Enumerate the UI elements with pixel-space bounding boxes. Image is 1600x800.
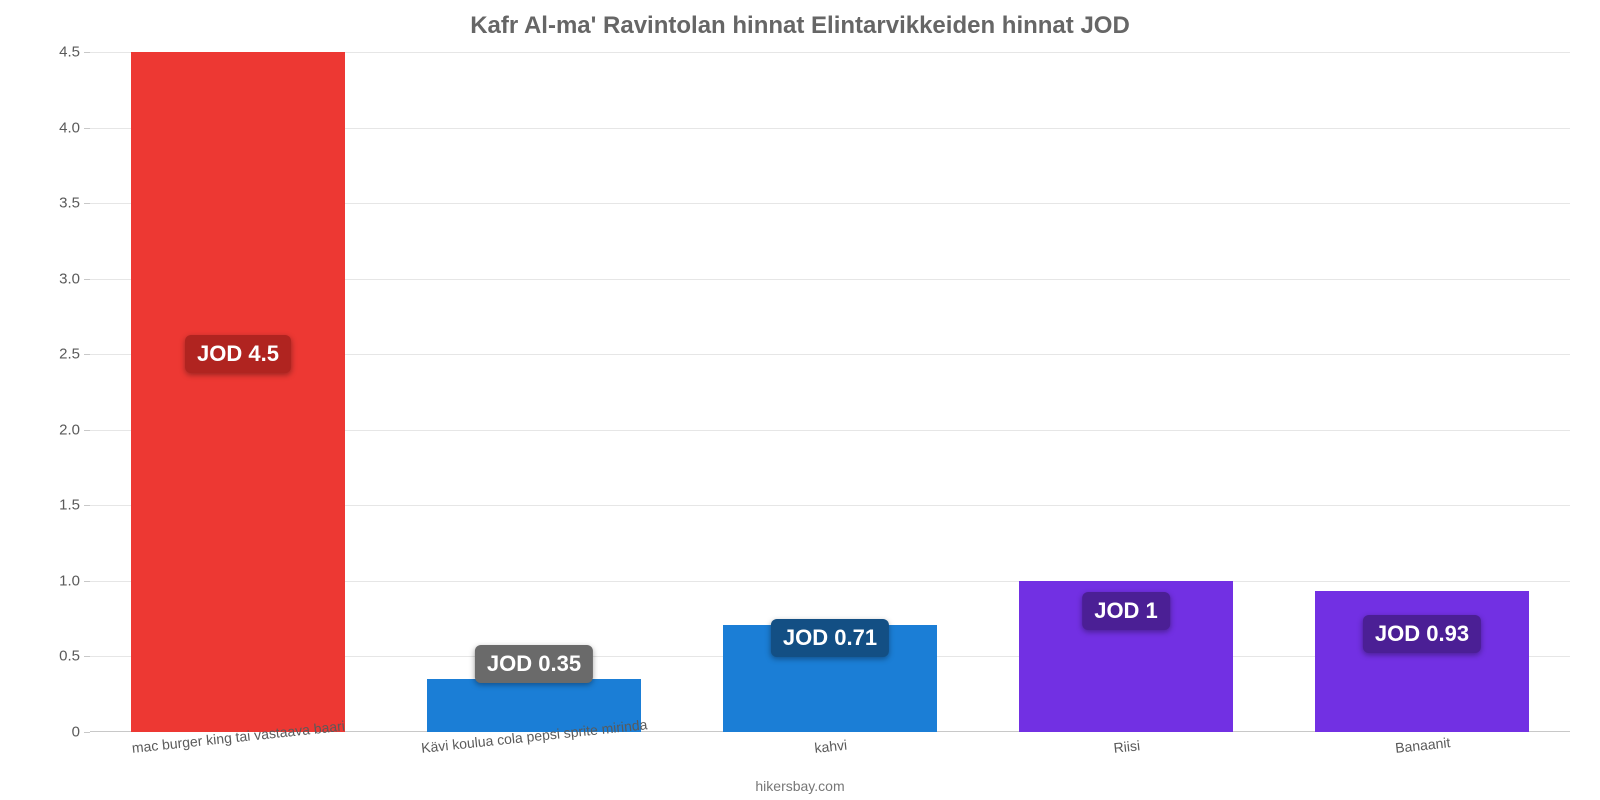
y-tick-label: 0.5	[59, 648, 90, 665]
y-tick-label: 2.5	[59, 346, 90, 363]
plot-area: 00.51.01.52.02.53.03.54.04.5JOD 4.5mac b…	[90, 52, 1570, 732]
chart-title: Kafr Al-ma' Ravintolan hinnat Elintarvik…	[0, 12, 1600, 40]
value-badge: JOD 0.35	[475, 645, 593, 683]
y-tick-label: 2.0	[59, 421, 90, 438]
y-tick-label: 1.0	[59, 572, 90, 589]
y-tick-label: 3.0	[59, 270, 90, 287]
x-tick-label: Banaanit	[1394, 734, 1451, 756]
y-tick-label: 4.5	[59, 44, 90, 61]
bar	[131, 52, 344, 732]
y-tick-label: 4.0	[59, 119, 90, 136]
value-badge: JOD 0.71	[771, 619, 889, 657]
credit-text: hikersbay.com	[0, 778, 1600, 794]
y-tick-label: 3.5	[59, 195, 90, 212]
bar	[1315, 591, 1528, 732]
bar-chart: Kafr Al-ma' Ravintolan hinnat Elintarvik…	[0, 0, 1600, 800]
value-badge: JOD 4.5	[185, 335, 291, 373]
value-badge: JOD 0.93	[1363, 615, 1481, 653]
y-tick-label: 1.5	[59, 497, 90, 514]
x-tick-label: Riisi	[1113, 737, 1141, 756]
x-tick-label: kahvi	[814, 737, 848, 756]
y-tick-label: 0	[72, 724, 90, 741]
value-badge: JOD 1	[1082, 592, 1170, 630]
